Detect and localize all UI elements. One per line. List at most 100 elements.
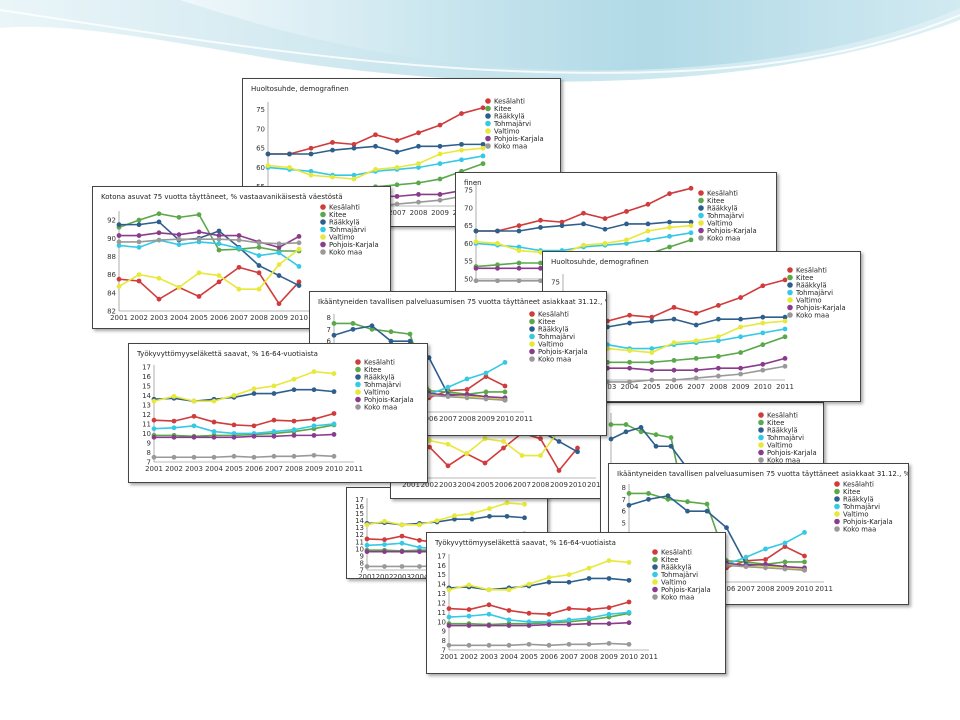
legend-marker xyxy=(485,143,491,149)
data-point xyxy=(136,222,142,228)
legend-label: Tohmajärvi xyxy=(328,226,366,234)
x-tick-label: 2006 xyxy=(210,314,228,322)
data-point xyxy=(231,422,237,428)
series-line xyxy=(118,266,300,306)
data-point xyxy=(495,262,500,268)
data-point xyxy=(556,439,562,444)
data-point xyxy=(716,303,721,308)
data-point xyxy=(216,233,222,238)
x-tick-label: 2011 xyxy=(587,481,605,489)
data-point xyxy=(645,201,651,207)
legend-label: Koko maa xyxy=(661,594,694,602)
y-tick-label: 10 xyxy=(437,618,446,626)
legend-label: Rääkkylä xyxy=(494,113,525,121)
y-tick-label: 11 xyxy=(437,609,446,617)
legend-label: Valtimo xyxy=(538,341,564,349)
data-point xyxy=(624,237,629,243)
x-tick-label: 2007 xyxy=(265,465,283,473)
x-tick-label: 2009 xyxy=(550,481,568,489)
data-point xyxy=(373,143,378,149)
y-tick-label: 92 xyxy=(107,217,116,225)
legend-label: Kitee xyxy=(767,419,784,427)
data-point xyxy=(236,233,242,238)
data-point xyxy=(504,513,510,519)
y-tick-label: 12 xyxy=(142,411,151,419)
data-point xyxy=(276,262,282,268)
x-tick-label: 2006 xyxy=(540,653,558,661)
data-point xyxy=(256,286,262,292)
data-point xyxy=(738,316,743,322)
data-point xyxy=(566,622,572,627)
data-point xyxy=(538,265,543,271)
data-point xyxy=(116,284,122,289)
y-tick-label: 11 xyxy=(355,538,364,546)
data-point xyxy=(738,365,743,371)
chart-title: Kotona asuvat 75 vuotta täyttäneet, % va… xyxy=(101,193,343,201)
x-tick-label: 2006 xyxy=(718,585,736,593)
data-point xyxy=(483,389,489,395)
legend-marker xyxy=(758,434,764,441)
series-line xyxy=(119,231,300,249)
data-point xyxy=(627,312,632,318)
data-point xyxy=(276,250,282,256)
data-point xyxy=(416,161,421,167)
data-point xyxy=(271,453,277,459)
data-point xyxy=(486,587,492,593)
data-point xyxy=(256,253,262,258)
legend-label: Kesälahti xyxy=(364,359,395,367)
data-point xyxy=(649,367,655,373)
series-line xyxy=(119,221,300,287)
legend-marker xyxy=(758,427,764,433)
data-point xyxy=(364,536,370,542)
data-point xyxy=(469,511,475,516)
series-line xyxy=(449,621,630,627)
legend-marker xyxy=(698,227,704,234)
data-point xyxy=(716,316,721,322)
legend-marker xyxy=(758,412,764,418)
data-point xyxy=(693,322,699,328)
data-point xyxy=(546,622,552,627)
data-point xyxy=(116,276,122,282)
data-point xyxy=(782,559,788,565)
data-point xyxy=(581,210,586,216)
data-point xyxy=(311,416,317,422)
data-point xyxy=(216,279,222,285)
data-point xyxy=(649,314,655,320)
data-point xyxy=(480,161,486,167)
data-point xyxy=(626,599,632,605)
data-point xyxy=(311,432,317,438)
data-point xyxy=(671,340,677,346)
data-point xyxy=(446,642,452,648)
y-tick-label: 90 xyxy=(107,235,116,243)
legend-label: Kesälahti xyxy=(661,549,692,557)
data-point xyxy=(667,219,672,225)
data-point xyxy=(581,242,586,248)
y-tick-label: 12 xyxy=(437,599,446,607)
data-point xyxy=(760,367,766,373)
data-point xyxy=(466,582,472,588)
data-point xyxy=(482,460,488,466)
y-tick-label: 16 xyxy=(355,503,364,511)
data-point xyxy=(116,239,122,245)
x-tick-label: 2001 xyxy=(402,481,420,489)
legend-label: Tohmajärvi xyxy=(766,434,804,442)
data-point xyxy=(171,434,177,440)
x-tick-label: 2010 xyxy=(496,415,514,423)
data-point xyxy=(296,234,302,239)
data-point xyxy=(782,318,788,324)
data-point xyxy=(716,338,721,344)
data-point xyxy=(399,549,405,555)
y-tick-label: 13 xyxy=(355,524,364,532)
data-point xyxy=(602,241,608,246)
legend-marker xyxy=(758,457,764,463)
x-tick-label: 2005 xyxy=(643,383,661,391)
data-point xyxy=(136,244,142,250)
series-line xyxy=(448,559,630,591)
data-point xyxy=(671,304,677,310)
data-point xyxy=(495,278,500,284)
data-point xyxy=(667,225,672,230)
legend-marker xyxy=(320,241,326,248)
legend-label: Kitee xyxy=(494,105,511,113)
legend-label: Tohmajärvi xyxy=(493,120,531,128)
data-point xyxy=(469,516,475,522)
